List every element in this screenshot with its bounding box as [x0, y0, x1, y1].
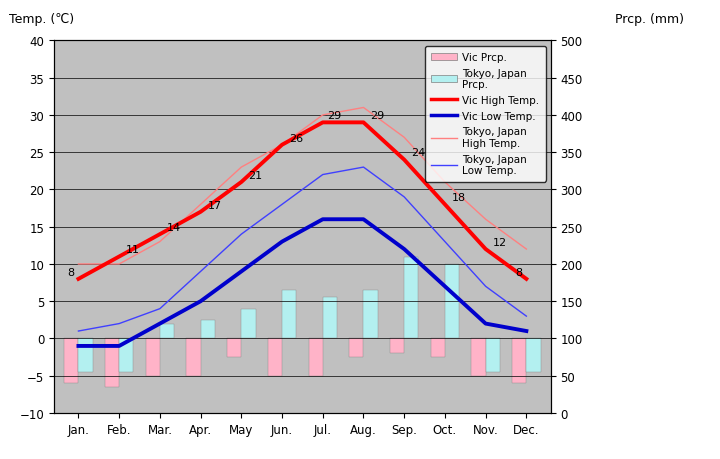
Text: 26: 26: [289, 133, 303, 143]
Vic Low Temp.: [482, 321, 490, 327]
Bar: [201, 320, 215, 339]
Tokyo, Japan
Low Temp.: [114, 321, 123, 327]
Bar: [145, 339, 160, 376]
Vic Low Temp.: [400, 247, 408, 252]
Bar: [323, 298, 337, 339]
Vic Low Temp.: [359, 217, 368, 223]
Tokyo, Japan
Low Temp.: [400, 195, 408, 200]
Text: 21: 21: [248, 170, 262, 180]
Bar: [186, 339, 201, 376]
Tokyo, Japan
Low Temp.: [237, 232, 246, 237]
Bar: [512, 339, 526, 383]
Bar: [364, 291, 378, 339]
Tokyo, Japan
High Temp.: [482, 217, 490, 223]
Tokyo, Japan
Low Temp.: [74, 329, 83, 334]
Text: 29: 29: [327, 111, 341, 121]
Bar: [308, 339, 323, 376]
Tokyo, Japan
Low Temp.: [522, 313, 531, 319]
Text: 24: 24: [411, 148, 426, 158]
Vic High Temp.: [278, 143, 287, 148]
Tokyo, Japan
Low Temp.: [359, 165, 368, 170]
Bar: [268, 339, 282, 376]
Tokyo, Japan
High Temp.: [318, 113, 327, 118]
Vic High Temp.: [441, 202, 449, 207]
Line: Tokyo, Japan
High Temp.: Tokyo, Japan High Temp.: [78, 108, 526, 264]
Bar: [431, 339, 445, 357]
Vic Low Temp.: [237, 269, 246, 274]
Tokyo, Japan
High Temp.: [156, 239, 164, 245]
Vic Low Temp.: [318, 217, 327, 223]
Tokyo, Japan
Low Temp.: [278, 202, 287, 207]
Vic High Temp.: [197, 210, 205, 215]
Vic High Temp.: [237, 180, 246, 185]
Line: Vic Low Temp.: Vic Low Temp.: [78, 220, 526, 346]
Text: Prcp. (mm): Prcp. (mm): [616, 13, 685, 27]
Tokyo, Japan
High Temp.: [278, 143, 287, 148]
Vic Low Temp.: [522, 329, 531, 334]
Text: 8: 8: [516, 267, 523, 277]
Tokyo, Japan
Low Temp.: [197, 269, 205, 274]
Text: 17: 17: [207, 200, 222, 210]
Bar: [486, 339, 500, 372]
Tokyo, Japan
Low Temp.: [482, 284, 490, 290]
Text: 14: 14: [167, 223, 181, 232]
Tokyo, Japan
High Temp.: [522, 247, 531, 252]
Line: Tokyo, Japan
Low Temp.: Tokyo, Japan Low Temp.: [78, 168, 526, 331]
Text: 29: 29: [370, 111, 384, 121]
Bar: [160, 324, 174, 339]
Vic High Temp.: [522, 276, 531, 282]
Bar: [445, 264, 459, 339]
Vic Low Temp.: [74, 343, 83, 349]
Vic Low Temp.: [278, 239, 287, 245]
Tokyo, Japan
High Temp.: [441, 180, 449, 185]
Vic High Temp.: [400, 157, 408, 163]
Vic High Temp.: [318, 120, 327, 126]
Bar: [64, 339, 78, 383]
Vic Low Temp.: [197, 299, 205, 304]
Vic High Temp.: [156, 232, 164, 237]
Bar: [404, 257, 418, 339]
Vic Low Temp.: [114, 343, 123, 349]
Text: 18: 18: [452, 193, 466, 203]
Text: 8: 8: [68, 267, 74, 277]
Tokyo, Japan
High Temp.: [74, 262, 83, 267]
Text: 12: 12: [492, 237, 507, 247]
Line: Vic High Temp.: Vic High Temp.: [78, 123, 526, 279]
Bar: [282, 291, 297, 339]
Vic High Temp.: [359, 120, 368, 126]
Tokyo, Japan
Low Temp.: [441, 239, 449, 245]
Tokyo, Japan
High Temp.: [400, 135, 408, 141]
Bar: [227, 339, 241, 357]
Text: Temp. (℃): Temp. (℃): [9, 13, 74, 27]
Bar: [105, 339, 119, 387]
Tokyo, Japan
Low Temp.: [156, 306, 164, 312]
Tokyo, Japan
High Temp.: [197, 202, 205, 207]
Tokyo, Japan
High Temp.: [237, 165, 246, 170]
Bar: [241, 309, 256, 339]
Bar: [349, 339, 364, 357]
Legend: Vic Prcp., Tokyo, Japan
Prcp., Vic High Temp., Vic Low Temp., Tokyo, Japan
High : Vic Prcp., Tokyo, Japan Prcp., Vic High …: [425, 46, 546, 182]
Vic Low Temp.: [441, 284, 449, 290]
Tokyo, Japan
Low Temp.: [318, 173, 327, 178]
Bar: [526, 339, 541, 372]
Text: 11: 11: [126, 245, 140, 255]
Tokyo, Japan
High Temp.: [114, 262, 123, 267]
Vic Low Temp.: [156, 321, 164, 327]
Bar: [472, 339, 486, 376]
Bar: [390, 339, 404, 353]
Vic High Temp.: [74, 276, 83, 282]
Bar: [78, 339, 93, 372]
Vic High Temp.: [114, 254, 123, 260]
Tokyo, Japan
High Temp.: [359, 106, 368, 111]
Bar: [119, 339, 133, 372]
Vic High Temp.: [482, 247, 490, 252]
